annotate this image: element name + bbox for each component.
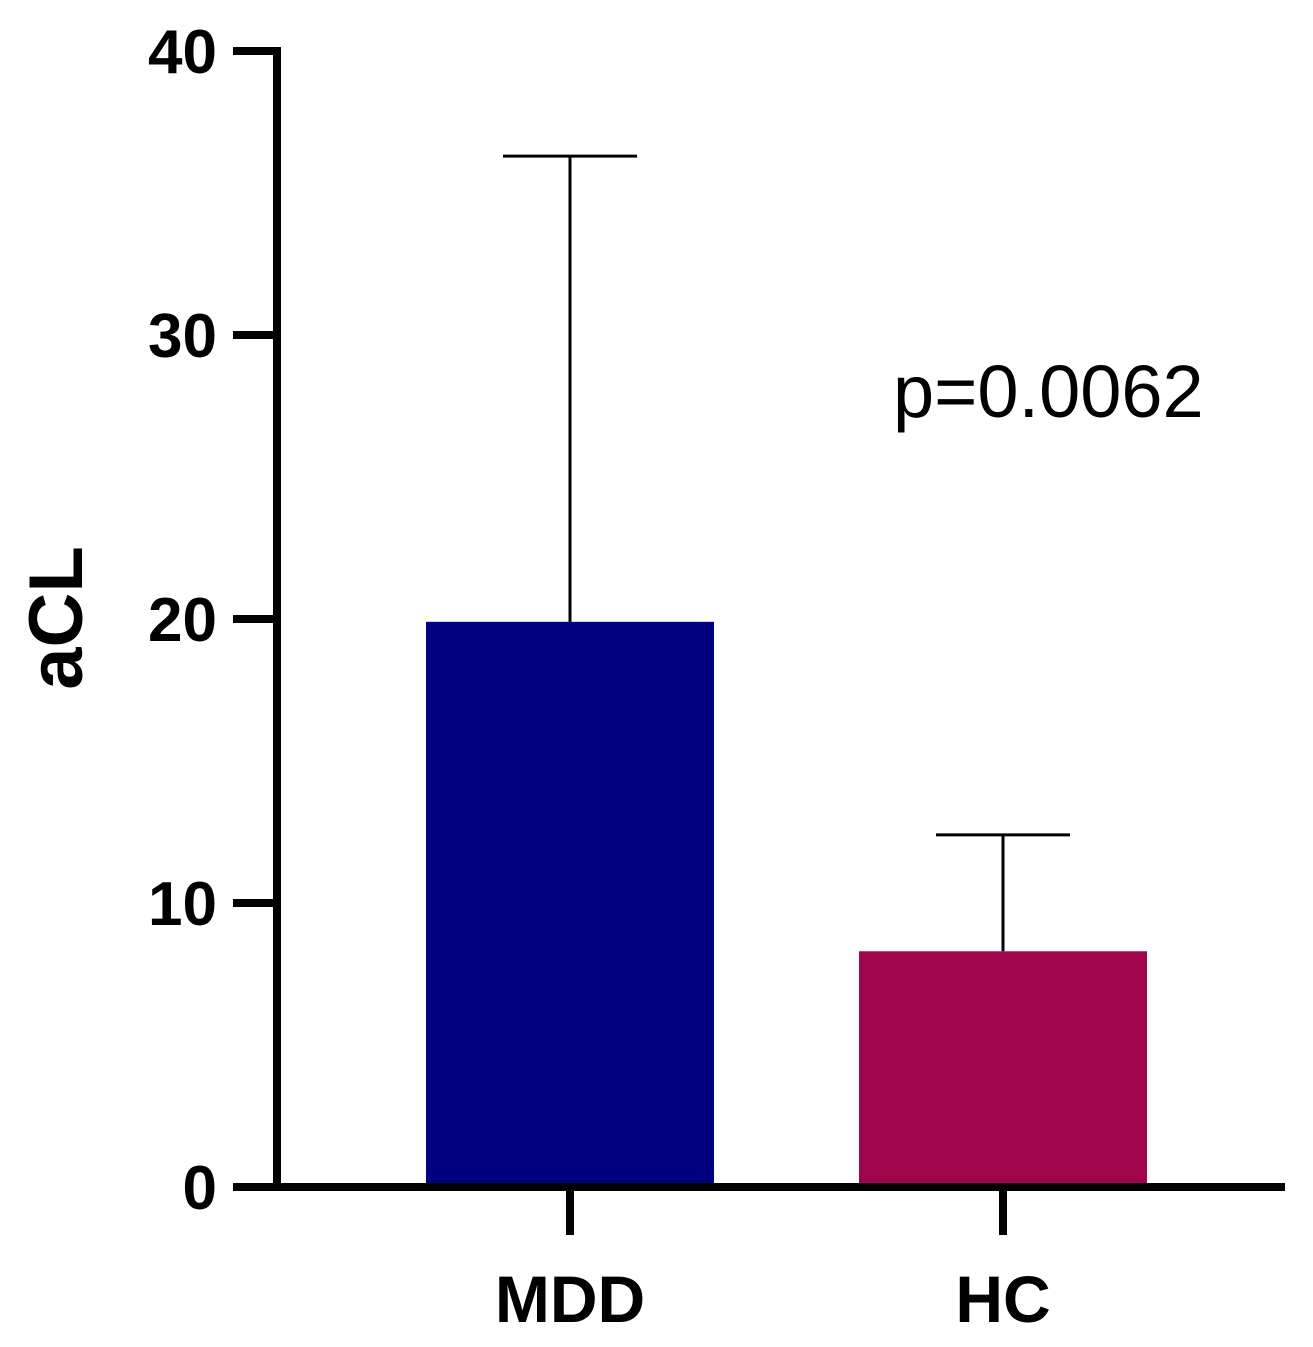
p-value-annotation: p=0.0062 xyxy=(893,350,1204,433)
y-tick-label-40: 40 xyxy=(148,18,217,87)
x-ticks-layer: MDD HC xyxy=(495,1187,1051,1336)
bar-mdd xyxy=(426,621,714,1187)
bars-layer xyxy=(426,621,1147,1187)
error-bars-layer xyxy=(503,154,1070,952)
y-axis-title: aCL xyxy=(14,546,99,690)
y-tick-label-30: 30 xyxy=(148,302,217,371)
y-ticks-layer: 0 10 20 30 40 xyxy=(148,18,277,1223)
y-tick-label-20: 20 xyxy=(148,586,217,655)
x-tick-label-mdd: MDD xyxy=(495,1262,645,1336)
x-tick-label-hc: HC xyxy=(955,1262,1050,1336)
y-tick-label-0: 0 xyxy=(183,1154,217,1223)
bar-hc xyxy=(859,951,1147,1187)
y-tick-label-10: 10 xyxy=(148,870,217,939)
